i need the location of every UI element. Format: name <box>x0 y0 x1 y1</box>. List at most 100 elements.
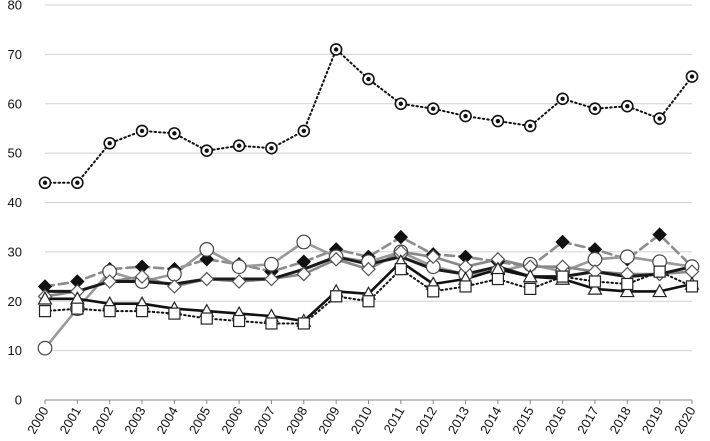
series-7-point <box>394 263 407 276</box>
series-2-point <box>555 234 570 250</box>
series-3-point <box>166 266 182 282</box>
series-7-point <box>265 317 278 330</box>
x-tick-label: 2015 <box>509 404 536 437</box>
series-1-point <box>685 70 699 83</box>
y-tick-label: 0 <box>15 393 22 408</box>
series-1-point <box>620 99 634 113</box>
x-tick-label: 2017 <box>574 404 601 437</box>
series-7-point <box>524 282 537 296</box>
x-tick-label: 2012 <box>412 404 439 437</box>
x-tick-label: 2008 <box>283 404 310 437</box>
x-tick-label: 2004 <box>154 404 181 437</box>
x-tick-label: 2019 <box>639 404 666 437</box>
series-2-point <box>393 229 409 245</box>
series-1-point <box>523 119 537 133</box>
x-tick-label: 2002 <box>89 404 116 437</box>
series-3-point <box>231 259 247 275</box>
x-tick-label: 2013 <box>445 404 472 437</box>
series-4-point <box>361 261 376 277</box>
y-tick-label: 10 <box>8 343 22 358</box>
series-2-point <box>652 227 667 242</box>
series-1-point <box>329 43 343 56</box>
series-7-point <box>38 305 52 318</box>
x-tick-label: 2014 <box>477 404 504 437</box>
series-1-point <box>38 176 52 190</box>
series-7-point <box>200 312 213 325</box>
series-7-point <box>685 280 699 293</box>
y-tick-label: 20 <box>8 294 22 309</box>
series-3-point <box>296 234 312 250</box>
series-4-point <box>167 279 182 294</box>
series-7-point <box>135 305 149 318</box>
series-markers <box>37 43 700 356</box>
series-3-point <box>619 249 635 265</box>
series-7-point <box>71 302 84 315</box>
series-7-point <box>491 272 504 286</box>
x-tick-label: 2010 <box>348 404 375 437</box>
series-7-point <box>653 265 666 278</box>
series-4-point <box>134 269 150 284</box>
x-axis-ticks: 2000 2001 2002 2003 2004 2005 2006 2007 2008 2009… <box>24 400 699 437</box>
series-1-point <box>394 97 408 111</box>
y-tick-label: 80 <box>8 0 22 13</box>
series-6-point <box>522 268 538 283</box>
series-1-point <box>232 139 246 153</box>
x-tick-label: 2006 <box>218 404 245 437</box>
series-7-point <box>103 305 116 318</box>
y-tick-label: 50 <box>8 146 22 161</box>
series-7-point <box>233 314 246 328</box>
series-7-point <box>427 285 440 298</box>
series-7-point <box>621 277 634 291</box>
series-1-point <box>426 102 440 115</box>
series-1-point <box>362 72 375 86</box>
series-1-point <box>491 114 505 128</box>
x-tick-label: 2011 <box>380 404 407 436</box>
series-7-point <box>168 307 181 320</box>
series-6-point <box>619 283 635 298</box>
x-tick-label: 2000 <box>24 404 51 437</box>
x-tick-label: 2018 <box>606 404 633 437</box>
series-1-line <box>44 48 693 184</box>
series-6-point <box>587 281 603 295</box>
series-4-point <box>102 274 118 289</box>
x-tick-label: 2020 <box>671 404 698 437</box>
y-tick-label: 30 <box>8 244 22 259</box>
series-4-point <box>425 249 441 265</box>
series-1-point <box>588 102 602 115</box>
series-7-point <box>330 290 343 303</box>
series-3-point <box>199 242 215 257</box>
series-7-point <box>588 275 602 288</box>
series-3-point <box>587 251 603 267</box>
series-1-point <box>459 109 472 123</box>
series-4-point <box>199 271 215 287</box>
series-1-point <box>71 176 84 190</box>
series-1-point <box>168 127 181 140</box>
series-7-point <box>556 270 569 283</box>
series-4-point <box>264 271 279 287</box>
series-7-point <box>362 295 375 308</box>
series-1-point <box>297 124 311 138</box>
series-7-point <box>459 280 472 293</box>
series-3-point <box>264 256 279 272</box>
series-1-point <box>653 112 666 125</box>
x-tick-label: 2003 <box>121 404 148 437</box>
series-2-line <box>43 233 694 288</box>
series-4-point <box>296 266 312 282</box>
series-4-point <box>231 274 247 289</box>
x-tick-label: 2016 <box>542 404 569 437</box>
x-tick-label: 2007 <box>251 404 278 437</box>
y-axis-ticks: 0 10 20 30 40 50 60 70 80 <box>8 0 22 408</box>
y-tick-label: 70 <box>8 47 22 62</box>
series-1-point <box>265 141 278 155</box>
x-tick-label: 2005 <box>186 404 213 437</box>
series-4-point <box>328 251 344 267</box>
series-1-point <box>135 124 149 138</box>
y-tick-label: 40 <box>8 195 22 210</box>
series-6-point <box>37 291 53 305</box>
y-tick-label: 60 <box>8 96 22 111</box>
x-tick-label: 2001 <box>56 404 83 437</box>
series-1-point <box>200 144 214 157</box>
series-1-point <box>556 92 569 106</box>
series-6-point <box>652 283 668 298</box>
